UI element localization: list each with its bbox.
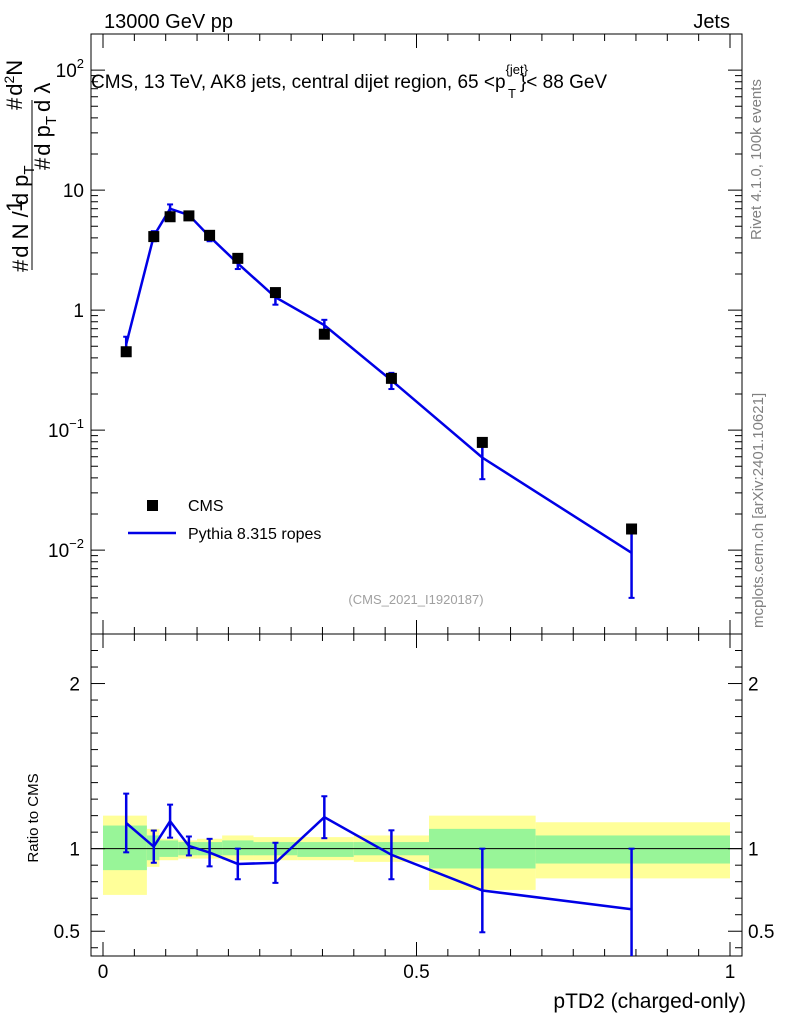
beam-label: 13000 GeV pp <box>104 11 233 33</box>
legend: CMS Pythia 8.315 ropes <box>128 498 321 543</box>
data-point <box>476 436 488 448</box>
x-tick-label: 0 <box>98 962 109 983</box>
svg-text:1: 1 <box>2 200 27 212</box>
y-tick-label: 10 <box>63 181 84 202</box>
analysis-id: (CMS_2021_I1920187) <box>348 592 483 607</box>
ratio-y-label: Ratio to CMS <box>25 773 42 862</box>
main-series <box>120 203 638 599</box>
y-tick-label: 10−1 <box>48 416 84 442</box>
main-ticks <box>91 33 742 635</box>
data-point <box>318 328 330 340</box>
main-panel: 10−2 10−1 1 10 102 CMS, 13 TeV, AK8 jets, ce… <box>48 33 743 635</box>
ratio-series <box>91 792 742 956</box>
data-point <box>120 346 132 358</box>
data-point <box>164 211 176 223</box>
data-point <box>232 252 244 264</box>
main-y-tick-labels: 10−2 10−1 1 10 102 <box>48 56 84 562</box>
data-point <box>626 523 638 535</box>
main-y-axis-label: #d N / d pT 1 #d pTd λ #d2N <box>1 60 60 272</box>
ratio-y-tick-label: 2 <box>69 675 80 696</box>
site-label: mcplots.cern.ch [arXiv:2401.10621] <box>750 393 767 628</box>
y-tick-label: 1 <box>73 301 84 322</box>
legend-mc-label: Pythia 8.315 ropes <box>188 526 321 543</box>
legend-cms-marker <box>147 500 158 511</box>
data-point <box>385 372 397 384</box>
ratio-y-tick-label: 1 <box>69 840 80 861</box>
svg-text:#d N / d pT: #d N / d pT <box>8 165 38 272</box>
ratio-ticks: 0.5 0.5 1 1 2 2 <box>54 634 774 956</box>
ratio-y-tick-label: 0.5 <box>54 922 80 943</box>
category-label: Jets <box>693 11 730 33</box>
ratio-bands <box>103 815 730 895</box>
stat-uncertainty-band <box>297 842 354 857</box>
y-tick-label: 10−2 <box>48 536 84 562</box>
data-point <box>269 287 281 299</box>
y-tick-label: 102 <box>56 56 84 82</box>
x-axis-label: pTD2 (charged-only) <box>553 990 746 1013</box>
stat-uncertainty-band <box>103 825 147 871</box>
chart-title: CMS, 13 TeV, AK8 jets, central dijet reg… <box>91 62 607 101</box>
ratio-panel: 0.5 0.5 1 1 2 2 Ratio to CMS <box>25 633 774 957</box>
x-tick-label: 1 <box>725 962 736 983</box>
ratio-y-tick-label-right: 1 <box>748 840 759 861</box>
x-tick-labels: 0 0.5 1 <box>98 962 736 983</box>
svg-text:#d pTd λ: #d pTd λ <box>30 83 60 170</box>
rivet-label: Rivet 4.1.0, 100k events <box>748 79 765 240</box>
main-frame <box>90 33 743 635</box>
ratio-y-tick-label-right: 2 <box>748 675 759 696</box>
legend-cms-label: CMS <box>188 498 224 515</box>
data-point <box>183 210 195 222</box>
x-tick-label: 0.5 <box>403 962 429 983</box>
ratio-frame <box>90 633 743 957</box>
ratio-y-tick-label-right: 0.5 <box>748 922 774 943</box>
svg-text:#d2N: #d2N <box>1 60 27 110</box>
data-point <box>148 231 160 243</box>
data-point <box>204 229 216 241</box>
